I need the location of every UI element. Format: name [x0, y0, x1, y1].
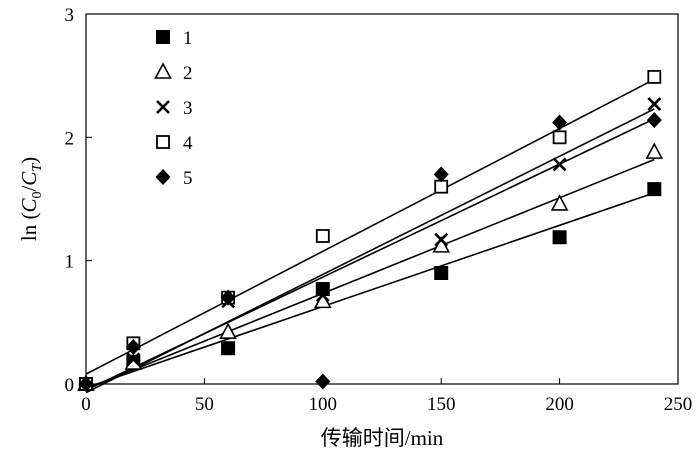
y-axis: 0 1 2 3: [65, 5, 92, 396]
data-point: [126, 352, 141, 367]
data-point: [315, 288, 330, 303]
data-point: [219, 322, 237, 340]
legend-marker: [156, 100, 170, 114]
fit-lines: [85, 78, 655, 394]
x-axis: 0 50 100 150 200 250: [81, 378, 692, 415]
fit-line-1: [85, 192, 655, 389]
legend-marker: [154, 62, 172, 79]
data-point: [78, 376, 94, 392]
legend-marker: [155, 169, 171, 185]
y-tick-label: 3: [65, 5, 75, 26]
series-5: [78, 112, 662, 392]
y-tick-label: 0: [65, 375, 75, 396]
legend-item-1: 1: [156, 28, 193, 49]
x-tick-label: 150: [427, 394, 456, 415]
x-tick-label: 100: [309, 394, 338, 415]
data-point: [646, 112, 662, 129]
legend-label: 1: [183, 28, 193, 49]
plot-area: [85, 13, 679, 385]
data-point: [552, 114, 568, 131]
fit-line-5: [85, 118, 655, 391]
x-tick-label: 0: [81, 394, 91, 415]
data-point: [552, 230, 567, 245]
legend-item-4: 4: [156, 133, 193, 154]
x-tick-label: 200: [545, 394, 574, 415]
legend-item-3: 3: [156, 98, 193, 119]
legend-label: 5: [183, 168, 193, 189]
legend-marker: [156, 135, 170, 149]
legend-label: 3: [183, 98, 193, 119]
data-point: [647, 70, 662, 84]
legend: 1 2 3 4 5: [154, 28, 193, 189]
legend-marker: [156, 30, 170, 44]
series-4: [79, 70, 662, 391]
data-point: [645, 142, 664, 159]
data-point: [647, 182, 662, 197]
legend-item-5: 5: [155, 168, 193, 189]
data-point: [434, 266, 449, 280]
data-point: [315, 229, 330, 243]
cross-stroke: [156, 100, 170, 114]
data-point: [434, 179, 449, 194]
x-axis-title: 传输时间/min: [321, 426, 444, 450]
data-point: [220, 289, 236, 306]
data-point: [552, 157, 567, 172]
data-point: [434, 232, 449, 247]
y-tick-label: 1: [65, 252, 75, 273]
data-point: [433, 166, 449, 183]
cross-stroke: [647, 97, 662, 111]
data-markers: [77, 70, 664, 392]
x-tick-label: 250: [664, 394, 693, 415]
data-point: [550, 194, 569, 211]
y-tick-label: 2: [65, 128, 75, 149]
legend-label: 4: [183, 133, 193, 154]
plot-frame: [85, 13, 679, 385]
data-point: [221, 341, 236, 356]
data-point: [552, 130, 567, 145]
cross-stroke: [315, 288, 330, 303]
cross-stroke: [552, 157, 567, 172]
data-point: [125, 339, 141, 355]
legend-label: 2: [183, 63, 193, 84]
cross-stroke: [126, 352, 141, 367]
data-point: [315, 373, 331, 390]
y-axis-title: ln (C0/CT): [17, 157, 45, 241]
fit-line-4: [85, 78, 655, 375]
data-point: [647, 97, 662, 111]
cross-stroke: [434, 232, 449, 247]
legend-item-2: 2: [154, 62, 193, 84]
x-tick-label: 50: [195, 394, 214, 415]
fit-line-2: [85, 158, 655, 390]
